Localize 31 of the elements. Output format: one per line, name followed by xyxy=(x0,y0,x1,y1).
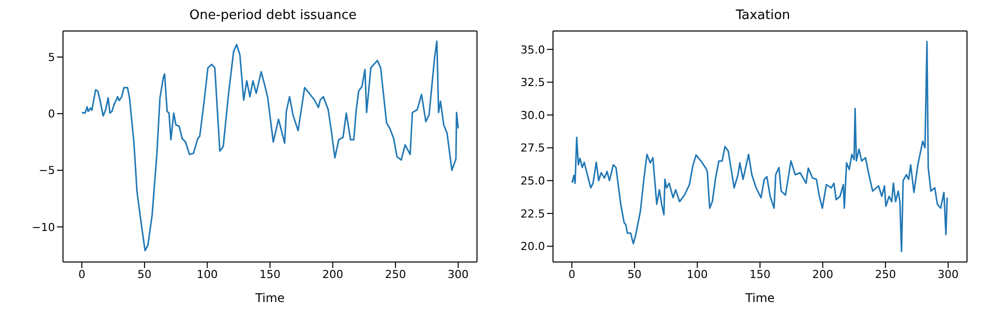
x-axis-title: Time xyxy=(744,291,775,305)
x-tick-label: 0 xyxy=(78,268,86,281)
line-series xyxy=(81,40,459,252)
y-tick-label: 32.5 xyxy=(520,76,545,90)
y-tick-label: −5 xyxy=(38,164,55,178)
x-tick-label: 150 xyxy=(260,268,280,281)
chart-title: Taxation xyxy=(734,8,792,25)
x-tick-label: 100 xyxy=(196,268,218,281)
x-tick-label: 200 xyxy=(322,268,344,281)
x-tick-label: 100 xyxy=(686,268,708,281)
y-tick-label: 22.5 xyxy=(520,207,545,220)
y-tick-label: −10 xyxy=(32,220,55,234)
y-tick-label: 0 xyxy=(48,108,55,121)
x-tick-label: 0 xyxy=(568,268,576,281)
x-tick-label: 200 xyxy=(812,268,834,281)
y-tick-label: 20.0 xyxy=(520,240,545,254)
y-tick-label: 25.0 xyxy=(520,174,545,188)
y-tick-label: 30.0 xyxy=(520,108,545,122)
x-tick-label: 300 xyxy=(938,268,959,281)
x-tick-label: 300 xyxy=(448,268,469,281)
x-axis-title: Time xyxy=(254,291,285,305)
y-tick-label: 35.0 xyxy=(520,43,545,56)
x-tick-label: 150 xyxy=(750,268,770,281)
x-tick-label: 50 xyxy=(628,268,642,281)
y-tick-label: 5 xyxy=(48,50,55,64)
x-tick-label: 250 xyxy=(384,268,406,281)
line-series xyxy=(571,40,948,252)
chart-title: One-period debt issuance xyxy=(188,8,358,25)
y-tick-label: 27.5 xyxy=(520,142,545,155)
x-tick-label: 50 xyxy=(138,268,152,281)
x-tick-label: 250 xyxy=(874,268,896,281)
